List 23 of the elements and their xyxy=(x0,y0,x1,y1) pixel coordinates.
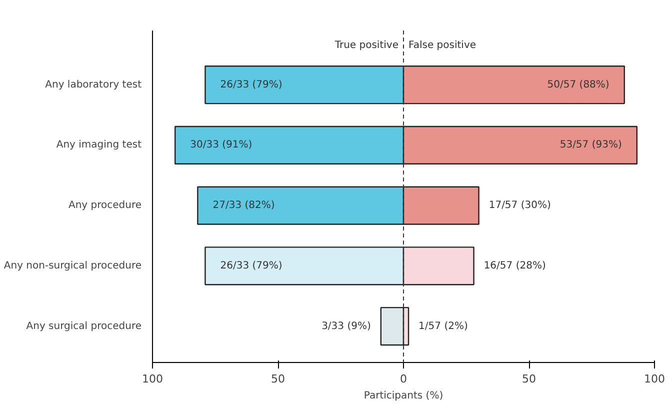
data-label: 17/57 (30%) xyxy=(488,200,551,212)
x-tick-label: 100 xyxy=(644,372,665,386)
data-label: 26/33 (79%) xyxy=(220,79,282,90)
series-label: False positive xyxy=(408,40,476,52)
data-label: 1/57 (2%) xyxy=(418,320,468,332)
y-tick-label: Any non-surgical procedure xyxy=(4,260,142,272)
x-axis-title: Participants (%) xyxy=(364,390,444,402)
data-label: 16/57 (28%) xyxy=(484,260,546,272)
data-label: 3/33 (9%) xyxy=(322,320,371,332)
x-tick-label: 0 xyxy=(400,372,407,386)
data-label: 50/57 (88%) xyxy=(547,79,610,90)
data-label: 30/33 (91%) xyxy=(190,140,252,151)
y-tick-label: Any surgical procedure xyxy=(26,320,142,332)
x-tick-label: 50 xyxy=(522,372,536,386)
y-tick-label: Any laboratory test xyxy=(45,79,142,90)
y-tick-label: Any imaging test xyxy=(56,140,142,151)
series-label: True positive xyxy=(334,40,398,52)
data-label: 53/57 (93%) xyxy=(560,140,622,151)
x-tick-label: 50 xyxy=(271,372,285,386)
x-tick-label: 100 xyxy=(142,372,163,386)
data-label: 27/33 (82%) xyxy=(212,200,275,212)
y-tick-label: Any procedure xyxy=(68,200,142,212)
data-label: 26/33 (79%) xyxy=(220,260,282,272)
